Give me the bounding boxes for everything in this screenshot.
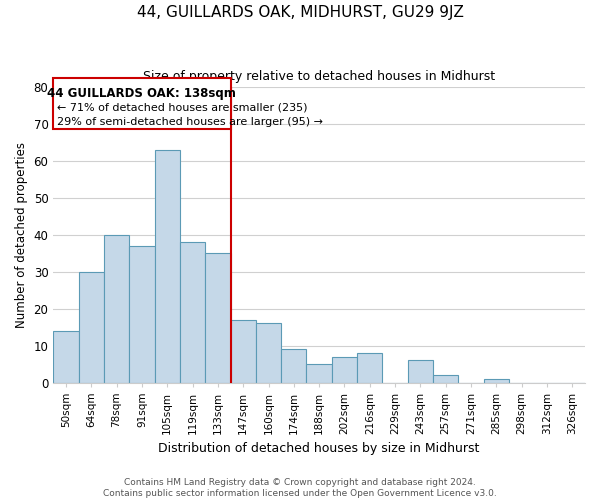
Bar — [307, 364, 332, 382]
Bar — [180, 242, 205, 382]
Bar — [433, 375, 458, 382]
Text: 29% of semi-detached houses are larger (95) →: 29% of semi-detached houses are larger (… — [57, 116, 323, 126]
Bar — [53, 78, 230, 130]
Title: Size of property relative to detached houses in Midhurst: Size of property relative to detached ho… — [143, 70, 495, 83]
Bar — [332, 356, 357, 382]
Bar — [79, 272, 104, 382]
Text: 44 GUILLARDS OAK: 138sqm: 44 GUILLARDS OAK: 138sqm — [47, 87, 236, 100]
X-axis label: Distribution of detached houses by size in Midhurst: Distribution of detached houses by size … — [158, 442, 480, 455]
Bar — [230, 320, 256, 382]
Bar — [205, 253, 230, 382]
Bar — [53, 331, 79, 382]
Bar — [357, 353, 382, 382]
Y-axis label: Number of detached properties: Number of detached properties — [15, 142, 28, 328]
Bar — [256, 324, 281, 382]
Bar — [104, 234, 129, 382]
Bar — [408, 360, 433, 382]
Bar — [484, 379, 509, 382]
Text: ← 71% of detached houses are smaller (235): ← 71% of detached houses are smaller (23… — [57, 103, 308, 113]
Bar — [155, 150, 180, 382]
Text: 44, GUILLARDS OAK, MIDHURST, GU29 9JZ: 44, GUILLARDS OAK, MIDHURST, GU29 9JZ — [137, 5, 463, 20]
Text: Contains HM Land Registry data © Crown copyright and database right 2024.
Contai: Contains HM Land Registry data © Crown c… — [103, 478, 497, 498]
Bar — [281, 350, 307, 382]
Bar — [129, 246, 155, 382]
